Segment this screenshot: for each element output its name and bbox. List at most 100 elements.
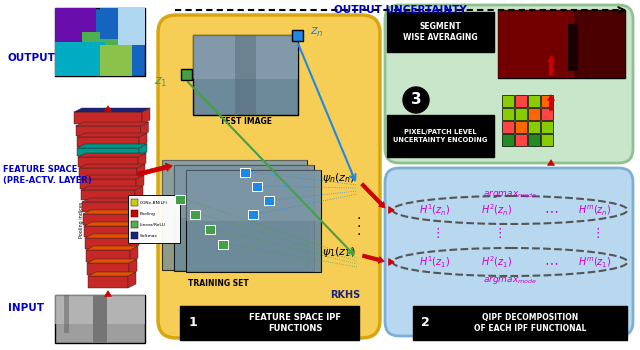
Text: $H^1(z_n)$: $H^1(z_n)$ [419,202,451,218]
Polygon shape [79,168,137,178]
Bar [131,210,138,217]
Text: $\mathit{argmax_{mode}}$: $\mathit{argmax_{mode}}$ [483,274,537,286]
Text: $H^1(z_1)$: $H^1(z_1)$ [419,254,451,270]
Polygon shape [78,157,138,167]
Bar [541,121,553,133]
Polygon shape [79,164,145,168]
Polygon shape [76,126,141,136]
FancyBboxPatch shape [385,5,633,163]
Circle shape [403,87,429,113]
Bar [218,240,228,249]
FancyBboxPatch shape [385,168,633,336]
Polygon shape [132,222,140,237]
Bar [55,8,95,46]
Bar [515,95,527,107]
FancyBboxPatch shape [413,306,627,340]
Bar [100,46,131,76]
Text: $H^2(z_n)$: $H^2(z_n)$ [481,202,513,218]
Text: $\psi_1(z_1)$: $\psi_1(z_1)$ [321,245,355,259]
Text: OUTPUT UNCERTAINTY: OUTPUT UNCERTAINTY [333,5,467,15]
Bar [131,221,138,228]
Polygon shape [84,222,140,226]
Bar [235,35,256,115]
Bar [193,35,298,115]
Bar [528,95,540,107]
Polygon shape [84,226,132,237]
Bar [568,23,578,71]
Polygon shape [135,186,143,200]
Bar [528,121,540,133]
Text: $\vdots$: $\vdots$ [431,226,440,240]
Polygon shape [77,133,147,137]
Text: 1: 1 [189,316,197,329]
Polygon shape [82,202,134,212]
Polygon shape [85,234,139,238]
Bar [193,35,298,79]
Bar [541,108,553,120]
Polygon shape [129,259,137,275]
Bar [181,69,192,80]
Bar [190,210,200,219]
Bar [118,8,145,46]
Bar [502,134,514,146]
Bar [55,8,145,76]
Bar [55,295,145,343]
FancyBboxPatch shape [180,306,359,340]
Bar [162,160,307,215]
Polygon shape [83,210,141,214]
Polygon shape [134,198,142,212]
Text: FEATURE SPACE IPF
FUNCTIONS: FEATURE SPACE IPF FUNCTIONS [249,313,341,334]
Text: $.$: $.$ [356,224,360,238]
Polygon shape [77,137,139,147]
Text: FEATURE SPACE
(PRE-ACTV. LAYER): FEATURE SPACE (PRE-ACTV. LAYER) [3,165,92,185]
Polygon shape [133,210,141,225]
Text: Linear/ReLU: Linear/ReLU [140,223,166,227]
Polygon shape [74,108,150,112]
Bar [498,10,574,78]
Bar [528,134,540,146]
Polygon shape [86,250,130,262]
Text: $\cdots$: $\cdots$ [544,255,558,269]
FancyBboxPatch shape [387,115,494,157]
Text: CONv-BN(LF): CONv-BN(LF) [140,201,168,205]
Text: TRAINING SET: TRAINING SET [188,279,248,287]
Bar [131,199,138,206]
Bar [186,170,321,221]
Polygon shape [76,122,148,126]
Bar [205,225,215,234]
Text: $\vdots$: $\vdots$ [493,226,502,240]
Polygon shape [80,179,136,189]
Text: RKHS: RKHS [330,290,360,300]
Text: $z_1$: $z_1$ [154,76,167,89]
Text: $\vdots$: $\vdots$ [591,226,600,240]
Bar [541,95,553,107]
Bar [174,165,314,218]
Polygon shape [81,186,143,190]
Bar [100,8,145,38]
Text: $z_n$: $z_n$ [310,26,324,38]
Polygon shape [139,133,147,147]
Polygon shape [137,164,145,178]
Polygon shape [138,153,146,167]
Bar [82,32,122,62]
Bar [498,10,625,78]
Text: Softmax: Softmax [140,234,158,238]
FancyBboxPatch shape [387,12,494,52]
Polygon shape [77,148,139,156]
Bar [574,10,625,78]
Text: Pooling: Pooling [140,212,156,216]
Bar [186,170,321,272]
Bar [162,160,307,270]
Text: $.$: $.$ [356,216,360,230]
Bar [252,182,262,191]
Polygon shape [142,108,150,124]
Polygon shape [83,214,133,225]
Text: SEGMENT
WISE AVERAGING: SEGMENT WISE AVERAGING [403,22,478,42]
Text: TEST IMAGE: TEST IMAGE [220,118,271,126]
Bar [502,95,514,107]
Polygon shape [130,246,138,262]
Text: $\cdots$: $\cdots$ [544,203,558,217]
Polygon shape [128,272,136,288]
Polygon shape [86,246,138,250]
Polygon shape [80,175,144,179]
